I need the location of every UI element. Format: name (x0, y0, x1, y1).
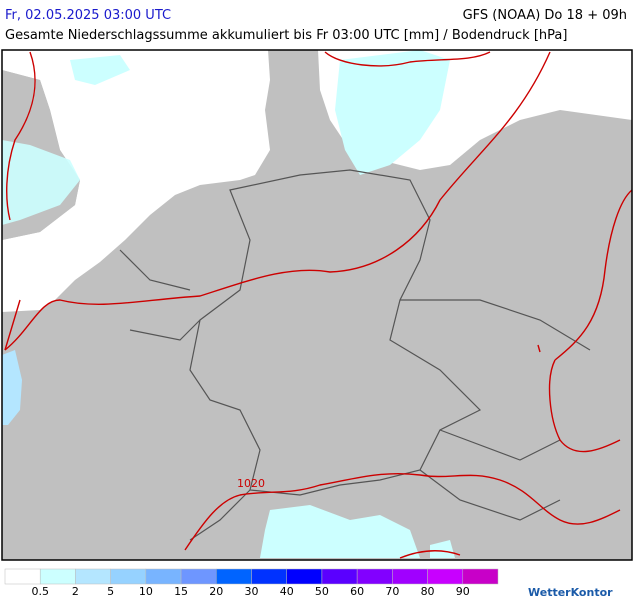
legend-label: 0.5 (31, 585, 49, 598)
isobar-label: 1020 (237, 477, 265, 490)
brand: WetterKontor (528, 586, 613, 599)
legend-swatch (392, 568, 428, 585)
subtitle: Gesamte Niederschlagssumme akkumuliert b… (5, 28, 567, 43)
legend-label: 30 (245, 585, 259, 598)
legend-swatch (180, 568, 217, 585)
legend-label: 2 (72, 585, 79, 598)
legend-swatch (4, 568, 41, 585)
legend-label: 70 (385, 585, 399, 598)
legend-swatch (251, 568, 287, 585)
legend-label: 60 (350, 585, 364, 598)
date: Fr, 02.05.2025 03:00 UTC (5, 8, 171, 23)
legend-label: 80 (421, 585, 435, 598)
legend-label: 40 (280, 585, 294, 598)
legend-swatch (427, 568, 464, 585)
legend-label: 5 (107, 585, 114, 598)
legend-swatch (321, 568, 358, 585)
legend-swatch (39, 568, 76, 585)
legend-swatch (216, 568, 252, 585)
legend-label: 90 (456, 585, 470, 598)
model-run: GFS (NOAA) Do 18 + 09h (463, 8, 627, 23)
legend-label: 10 (139, 585, 153, 598)
legend-swatch (145, 568, 182, 585)
legend-swatch (462, 568, 499, 585)
legend: 0.5 2 5 10 15 20 30 40 50 60 70 80 90 (4, 568, 499, 598)
legend-label: 15 (174, 585, 188, 598)
legend-label: 50 (315, 585, 329, 598)
legend-label: 20 (209, 585, 223, 598)
legend-swatch (110, 568, 147, 585)
legend-swatch (75, 568, 111, 585)
legend-swatch (356, 568, 393, 585)
map: 1020 (1, 49, 633, 561)
legend-swatch (286, 568, 323, 585)
